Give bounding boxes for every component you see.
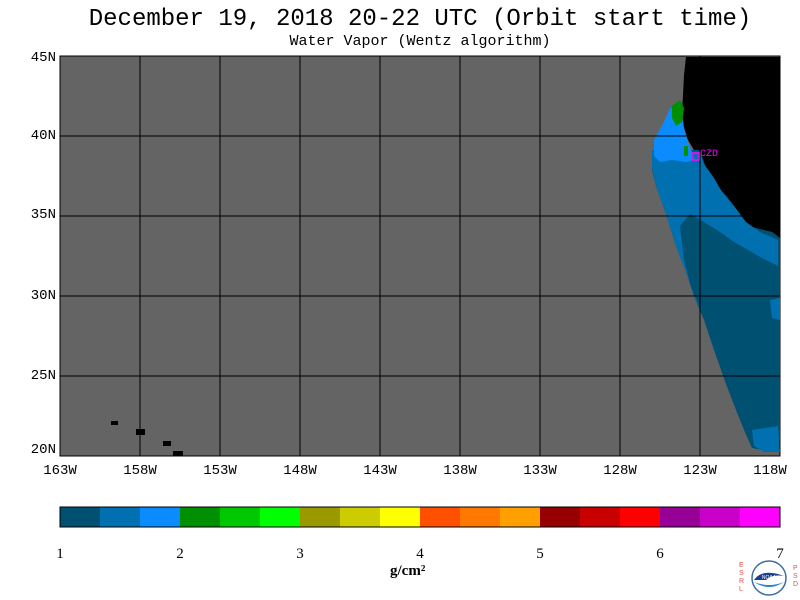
colorbar-border [59, 506, 781, 528]
island-kauai [111, 421, 118, 425]
colorbar-swatch [580, 507, 621, 527]
grid-lines [60, 56, 780, 456]
colorbar-swatch [460, 507, 501, 527]
colorbar-swatch [140, 507, 181, 527]
colorbar-swatch [220, 507, 261, 527]
lon-label-148w: 148W [283, 463, 317, 479]
lat-label-35n: 35N [30, 207, 56, 223]
station-label: CZD [700, 149, 718, 160]
colorbar-unit: g/cm² [390, 563, 426, 579]
map-subtitle: Water Vapor (Wentz algorithm) [289, 33, 551, 50]
island-maui [163, 441, 171, 446]
colorbar-swatch [60, 507, 101, 527]
noaa-logo-ring [751, 560, 787, 596]
lat-label-20n: 20N [30, 442, 56, 458]
lat-label-25n: 25N [30, 368, 56, 384]
colorbar [60, 507, 781, 527]
colorbar-swatch [340, 507, 381, 527]
land-mass [682, 57, 780, 238]
lon-label-163w: 163W [43, 463, 77, 479]
colorbar-tick-2: 2 [176, 546, 184, 562]
colorbar-swatch [300, 507, 341, 527]
colorbar-swatch [420, 507, 461, 527]
lon-label-143w: 143W [363, 463, 397, 479]
noaa-logo-wave [754, 582, 784, 587]
colorbar-swatch [540, 507, 581, 527]
colorbar-swatch [260, 507, 301, 527]
colorbar-tick-4: 4 [416, 546, 424, 562]
hawaiian-islands [111, 421, 183, 456]
colorbar-swatch [740, 507, 781, 527]
vapor-swath-green [672, 100, 684, 126]
vapor-swath-green-dot [684, 146, 688, 156]
vapor-swath-medium-east [770, 298, 780, 320]
lon-label-133w: 133W [523, 463, 557, 479]
island-oahu [136, 429, 145, 435]
lon-label-118w: 118W [753, 463, 787, 479]
map-title: December 19, 2018 20-22 UTC (Orbit start… [88, 6, 752, 33]
island-hawaii [173, 451, 183, 456]
colorbar-swatch [100, 507, 141, 527]
colorbar-swatch [700, 507, 741, 527]
colorbar-swatch [500, 507, 541, 527]
vapor-swath-medium-south [752, 426, 780, 452]
lat-label-30n: 30N [30, 288, 56, 304]
noaa-logo: NOAA [751, 560, 787, 596]
lon-label-158w: 158W [123, 463, 157, 479]
lon-label-123w: 123W [683, 463, 717, 479]
colorbar-swatch [380, 507, 421, 527]
colorbar-tick-1: 1 [56, 546, 64, 562]
noaa-logo-bird [754, 572, 784, 580]
lat-label-45n: 45N [30, 50, 56, 66]
colorbar-tick-3: 3 [296, 546, 304, 562]
colorbar-tick-6: 6 [656, 546, 664, 562]
vapor-swath-medium [652, 150, 778, 310]
map-plot-area [59, 55, 781, 457]
colorbar-swatch [180, 507, 221, 527]
lon-label-153w: 153W [203, 463, 237, 479]
lon-label-128w: 128W [603, 463, 637, 479]
colorbar-swatch [620, 507, 661, 527]
station-marker [691, 152, 700, 161]
lat-label-40n: 40N [30, 128, 56, 144]
colorbar-tick-7: 7 [776, 546, 784, 562]
colorbar-tick-5: 5 [536, 546, 544, 562]
lon-label-138w: 138W [443, 463, 477, 479]
noaa-logo-text: NOAA [762, 575, 777, 581]
colorbar-swatch [660, 507, 701, 527]
